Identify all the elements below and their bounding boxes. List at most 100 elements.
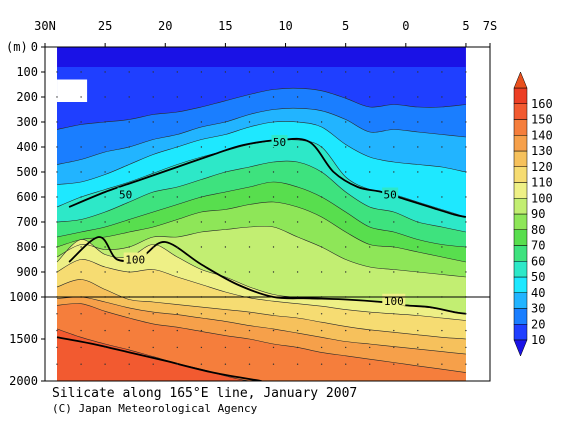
- station-dot: [128, 171, 130, 173]
- contour-line-70: [56, 181, 466, 248]
- colorbar-swatch: [513, 166, 528, 183]
- station-dot: [248, 96, 251, 98]
- station-dot: [296, 171, 299, 173]
- y-tick-label: 2000: [9, 374, 38, 388]
- station-dot: [128, 71, 130, 73]
- colorbar-swatch: [513, 198, 528, 215]
- y-tick-label: 400: [16, 140, 38, 154]
- x-tick-label: 5: [462, 19, 469, 33]
- station-dot: [393, 346, 395, 349]
- station-dot: [320, 96, 323, 98]
- station-dot: [80, 313, 82, 315]
- contour-line-60: [56, 160, 466, 233]
- station-dot: [176, 196, 178, 198]
- station-dot: [393, 171, 395, 173]
- station-dot: [104, 196, 106, 198]
- credit-text: (C) Japan Meteorological Agency: [52, 402, 258, 415]
- station-dot: [248, 196, 251, 198]
- station-dot: [248, 246, 251, 248]
- station-dot: [224, 313, 227, 315]
- station-dot: [128, 246, 130, 248]
- station-dot: [56, 271, 58, 273]
- station-dot: [104, 121, 106, 123]
- station-dot: [369, 171, 371, 173]
- station-dot: [128, 221, 130, 223]
- contour-label: 100: [384, 295, 404, 308]
- station-dot: [176, 171, 178, 173]
- missing-region-1: [57, 79, 88, 102]
- station-dot: [296, 71, 299, 73]
- station-dot: [128, 329, 130, 332]
- colorbar-arrow-high: [513, 71, 528, 89]
- station-dot: [176, 363, 178, 365]
- station-dot: [248, 221, 251, 223]
- contour-line-20: [56, 87, 466, 130]
- x-tick-label: 15: [218, 19, 232, 33]
- missing-data-regions: [57, 79, 88, 102]
- station-dot: [465, 221, 467, 223]
- station-dot: [272, 313, 275, 315]
- station-dot: [393, 71, 395, 73]
- x-tick-label: 30N: [34, 19, 56, 33]
- station-dot: [465, 271, 467, 273]
- station-dot: [417, 71, 419, 73]
- station-dot: [417, 221, 419, 223]
- station-dot: [465, 121, 467, 123]
- contour-line-110: [56, 259, 466, 321]
- station-dot: [224, 71, 227, 73]
- station-dot: [176, 221, 178, 223]
- station-dot: [200, 171, 203, 173]
- x-axis-ticks: 30N 25 20 15 10 5 0 5 7S: [34, 19, 497, 47]
- contour-line-130: [56, 296, 466, 355]
- station-dot: [80, 171, 82, 173]
- station-dot: [465, 329, 467, 332]
- contour-line-150: [56, 328, 466, 381]
- station-dot: [128, 121, 130, 123]
- station-dot: [248, 346, 251, 349]
- station-dot: [417, 96, 419, 98]
- contour-line-90: [56, 225, 466, 278]
- station-dot: [200, 246, 203, 248]
- station-dot: [224, 271, 227, 273]
- station-dot: [465, 146, 467, 148]
- station-dot: [345, 221, 347, 223]
- colorbar-swatch: [513, 261, 528, 278]
- station-dot: [80, 363, 82, 365]
- station-dot: [56, 329, 58, 332]
- station-dot: [272, 196, 275, 198]
- station-dot: [224, 96, 227, 98]
- station-dot: [296, 96, 299, 98]
- station-dot: [345, 271, 347, 273]
- station-dot: [152, 313, 154, 315]
- station-dot: [224, 246, 227, 248]
- station-dot: [417, 329, 419, 332]
- station-dot: [224, 196, 227, 198]
- station-dot: [272, 246, 275, 248]
- contour-line-bold-150: [56, 336, 262, 381]
- station-dot: [296, 221, 299, 223]
- chart-title: Silicate along 165°E line, January 2007: [52, 386, 357, 401]
- contour-label: 100: [125, 254, 145, 267]
- station-dot: [200, 363, 203, 365]
- y-tick-label: 200: [16, 90, 38, 104]
- y-tick-label: 0: [31, 40, 38, 54]
- station-dot: [224, 329, 227, 332]
- contour-line-bold-50: [68, 137, 467, 218]
- station-dot: [320, 221, 323, 223]
- station-dot: [176, 146, 178, 148]
- colorbar-label: 150: [531, 113, 553, 127]
- y-axis-ticks: 0 100 200 300 400 500 600 700 800 900 1000 1500 2000: [9, 40, 45, 388]
- station-dot: [248, 329, 251, 332]
- y-tick-label: 700: [16, 215, 38, 229]
- station-dot: [152, 96, 154, 98]
- station-dot: [80, 271, 82, 273]
- station-dot: [104, 346, 106, 349]
- colorbar-swatch: [513, 87, 528, 104]
- station-dot: [369, 271, 371, 273]
- station-dot: [320, 313, 323, 315]
- station-dot: [345, 146, 347, 148]
- station-dot: [465, 171, 467, 173]
- colorbar-swatch: [513, 229, 528, 246]
- station-dot: [441, 146, 443, 148]
- station-dot: [56, 196, 58, 198]
